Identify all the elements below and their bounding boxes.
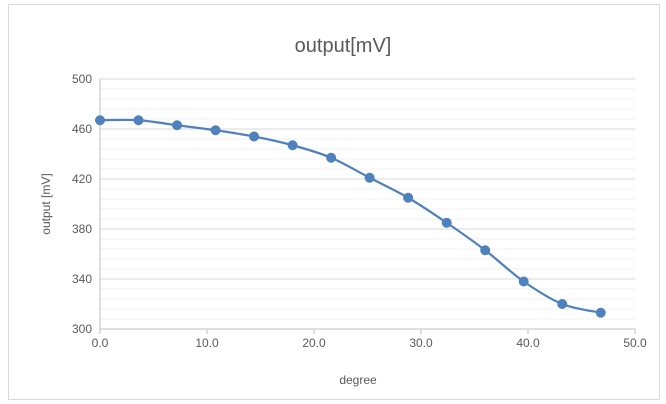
data-point (557, 299, 568, 309)
data-point (518, 276, 529, 287)
data-point (326, 152, 337, 163)
y-tick-labels: 300 340 380 420 460 500 (72, 72, 92, 336)
y-tick-label: 340 (72, 272, 92, 286)
data-point (249, 131, 260, 142)
chart-area (8, 4, 660, 400)
data-point (364, 172, 375, 183)
y-axis-label: output [mV] (39, 173, 53, 234)
data-point (595, 307, 606, 318)
series-group (95, 115, 606, 318)
data-point (210, 125, 221, 136)
x-tick-label: 40.0 (516, 336, 540, 350)
data-point (172, 120, 183, 131)
y-tick-label: 300 (72, 322, 92, 336)
x-tick-label: 50.0 (623, 336, 647, 350)
data-point (95, 115, 105, 126)
data-point (480, 245, 491, 256)
axes (99, 79, 636, 334)
data-point (133, 115, 144, 126)
y-tick-label: 420 (72, 172, 92, 186)
x-axis-label: degree (339, 373, 377, 387)
data-point (441, 217, 452, 228)
y-tick-label: 380 (72, 222, 92, 236)
x-tick-label: 20.0 (302, 336, 326, 350)
x-tick-label: 0.0 (92, 336, 109, 350)
y-tick-label: 500 (72, 72, 92, 86)
x-tick-label: 10.0 (195, 336, 219, 350)
x-tick-label: 30.0 (409, 336, 433, 350)
data-point (403, 192, 414, 203)
data-point (287, 140, 298, 151)
y-tick-label: 460 (72, 122, 92, 136)
x-tick-labels: 0.0 10.0 20.0 30.0 40.0 50.0 (92, 336, 647, 350)
chart-title: output[mV] (295, 35, 392, 57)
gridlines (100, 78, 635, 320)
